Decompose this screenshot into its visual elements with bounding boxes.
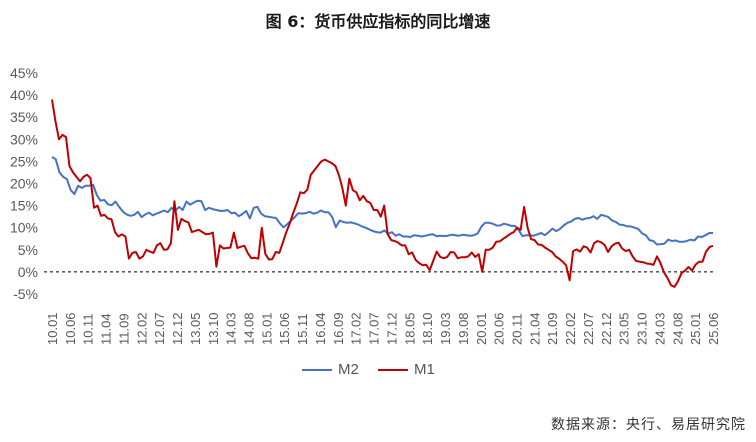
x-tick-label: 10.06 [63,312,78,345]
legend-item-m1: M1 [378,361,435,378]
legend-m1-label: M1 [414,361,435,378]
y-tick-label: 45% [10,65,38,81]
x-tick-label: 20.01 [474,312,489,345]
y-axis-labels: 45% 40% 35% 30% 25% 20% 15% 10% 5% 0% -5% [10,65,38,302]
x-tick-label: 11.04 [99,313,114,345]
x-tick-label: 10.01 [45,312,60,345]
series-line-m1 [51,99,714,288]
y-tick-label: 35% [10,109,38,125]
x-tick-label: 12.02 [134,312,149,345]
series-line-m2 [51,156,713,246]
x-tick-label: 12.12 [170,312,185,345]
legend-m2-swatch [302,368,332,371]
x-tick-label: 20.11 [509,313,524,345]
series-group [51,99,714,288]
x-tick-label: 17.07 [367,312,382,345]
x-tick-label: 23.10 [635,312,650,345]
y-tick-label: 40% [10,87,38,103]
x-tick-label: 21.04 [527,312,542,345]
chart-title: 图 6：货币供应指标的同比增速 [265,12,491,31]
x-tick-label: 11.09 [116,313,131,345]
y-tick-label: 5% [18,242,38,258]
x-tick-label: 22.02 [563,312,578,345]
x-tick-label: 17.02 [349,312,364,345]
legend-m1-swatch [378,368,408,371]
x-tick-label: 24.08 [670,312,685,345]
x-tick-label: 17.12 [384,312,399,345]
y-tick-label: 25% [10,153,38,169]
x-tick-label: 12.07 [152,312,167,345]
x-tick-label: 15.06 [277,312,292,345]
source-note: 数据来源：央行、易居研究院 [551,417,746,433]
x-tick-label: 14.08 [242,312,257,345]
x-tick-label: 15.11 [295,313,310,345]
x-tick-label: 16.04 [313,312,328,345]
x-tick-label: 22.07 [581,312,596,345]
x-tick-label: 18.05 [402,312,417,345]
y-tick-label: 15% [10,198,38,214]
y-tick-label: 10% [10,220,38,236]
y-tick-label: -5% [13,286,38,302]
x-axis-labels: 10.01 10.06 10.11 11.04 11.09 12.02 12.07 12.12… [45,312,721,345]
x-tick-label: 22.12 [599,312,614,345]
x-tick-label: 15.01 [259,312,274,345]
x-tick-label: 20.06 [492,312,507,345]
x-tick-label: 23.05 [617,312,632,345]
x-tick-label: 21.09 [545,312,560,345]
x-tick-label: 25.06 [706,312,721,345]
x-tick-label: 13.05 [188,312,203,345]
x-tick-label: 10.11 [81,313,96,345]
x-tick-label: 25.01 [688,312,703,345]
x-tick-label: 19.03 [438,312,453,345]
legend-m2-label: M2 [338,361,359,378]
x-tick-label: 16.09 [331,312,346,345]
x-tick-label: 14.03 [224,312,239,345]
y-tick-label: 20% [10,176,38,192]
x-tick-label: 13.10 [206,312,221,345]
x-tick-label: 18.10 [420,312,435,345]
x-tick-label: 19.08 [456,312,471,345]
y-tick-label: 0% [18,264,38,280]
legend-item-m2: M2 [302,361,359,378]
x-tick-label: 24.03 [652,312,667,345]
y-tick-label: 30% [10,131,38,147]
